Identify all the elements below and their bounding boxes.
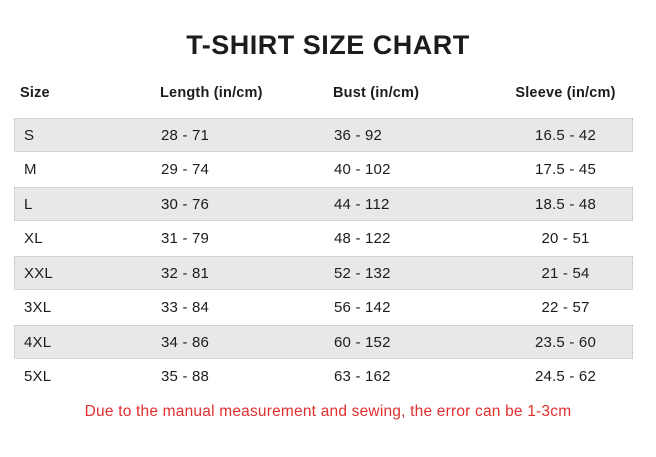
cell-size: XXL (24, 264, 53, 282)
column-header-size: Size (20, 85, 50, 101)
cell-sleeve: 18.5 - 48 (534, 195, 596, 213)
table-header-row: Size Length (in/cm) Bust (in/cm) Sleeve … (14, 85, 633, 101)
cell-length: 34 - 86 (161, 333, 210, 351)
cell-length: 33 - 84 (161, 299, 210, 316)
cell-length: 28 - 71 (161, 126, 210, 144)
cell-bust: 48 - 122 (334, 230, 391, 247)
column-header-sleeve: Sleeve (in/cm) (515, 85, 616, 101)
cell-bust: 63 - 162 (334, 368, 391, 385)
cell-bust: 36 - 92 (334, 126, 383, 144)
cell-size: XL (24, 230, 43, 247)
cell-size: 3XL (24, 299, 52, 316)
table-row: S 28 - 71 36 - 92 16.5 - 42 (14, 118, 633, 152)
table-row: XL 31 - 79 48 - 122 20 - 51 (14, 222, 633, 256)
table-row: 5XL 35 - 88 63 - 162 24.5 - 62 (14, 360, 633, 394)
cell-bust: 44 - 112 (334, 195, 390, 213)
cell-bust: 52 - 132 (334, 264, 391, 282)
cell-sleeve: 16.5 - 42 (534, 126, 596, 144)
size-chart-table: Size Length (in/cm) Bust (in/cm) Sleeve … (14, 85, 633, 394)
measurement-note: Due to the manual measurement and sewing… (84, 402, 572, 420)
cell-bust: 40 - 102 (334, 161, 391, 178)
cell-length: 29 - 74 (161, 161, 210, 178)
table-row: XXL 32 - 81 52 - 132 21 - 54 (14, 256, 633, 290)
cell-size: L (24, 195, 33, 213)
cell-size: S (24, 126, 35, 144)
table-row: 4XL 34 - 86 60 - 152 23.5 - 60 (14, 325, 633, 359)
table-row: 3XL 33 - 84 56 - 142 22 - 57 (14, 291, 633, 325)
cell-sleeve: 24.5 - 62 (534, 368, 596, 385)
cell-size: 5XL (24, 368, 52, 385)
cell-bust: 56 - 142 (334, 299, 391, 316)
column-header-length: Length (in/cm) (160, 85, 263, 101)
table-row: M 29 - 74 40 - 102 17.5 - 45 (14, 153, 633, 187)
cell-sleeve: 23.5 - 60 (534, 333, 596, 351)
cell-length: 30 - 76 (161, 195, 210, 213)
cell-length: 31 - 79 (161, 230, 210, 247)
cell-size: M (24, 161, 37, 178)
cell-size: 4XL (24, 333, 52, 351)
cell-sleeve: 17.5 - 45 (534, 161, 596, 178)
column-header-bust: Bust (in/cm) (333, 85, 420, 101)
table-row: L 30 - 76 44 - 112 18.5 - 48 (14, 187, 633, 221)
cell-length: 32 - 81 (161, 264, 210, 282)
page-title: T-SHIRT SIZE CHART (186, 30, 470, 60)
cell-sleeve: 20 - 51 (541, 230, 590, 247)
table-body: S 28 - 71 36 - 92 16.5 - 42 M 29 - 74 40… (14, 118, 633, 394)
cell-bust: 60 - 152 (334, 333, 391, 351)
cell-length: 35 - 88 (161, 368, 210, 385)
cell-sleeve: 22 - 57 (541, 299, 590, 316)
cell-sleeve: 21 - 54 (541, 264, 590, 282)
